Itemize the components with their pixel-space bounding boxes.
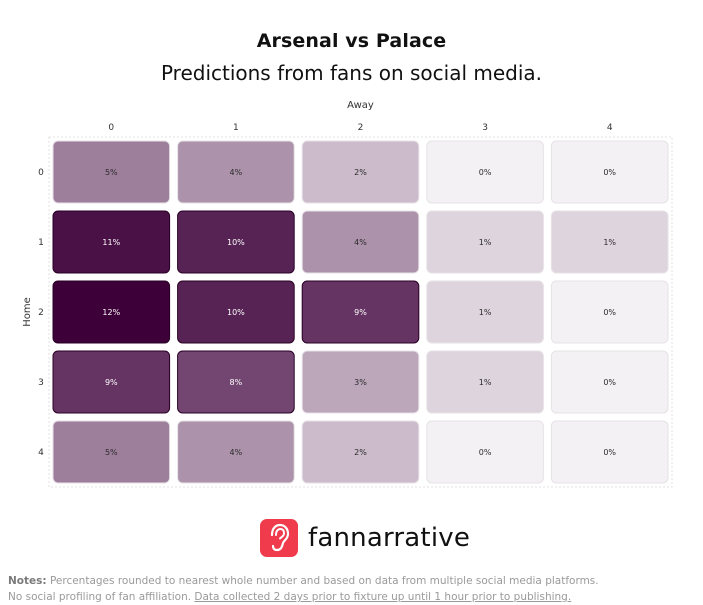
- x-tick-label: 3: [482, 123, 488, 133]
- notes-text-1: Percentages rounded to nearest whole num…: [49, 575, 599, 587]
- heatmap-cell: [52, 420, 171, 484]
- heatmap-svg: Away Home 0 1 2 3 4 0 1 2 3 4 5% 4% 2% 0% 0% 11% 10% 4% 1% 1%…: [22, 100, 673, 488]
- heatmap-cell: [52, 350, 171, 414]
- footnotes: Notes: Percentages rounded to nearest wh…: [8, 573, 599, 605]
- heatmap-cell-label: 11%: [102, 238, 120, 247]
- x-tick-label: 4: [607, 123, 613, 133]
- heatmap-cell: [177, 210, 295, 274]
- notes-line-1: Notes: Percentages rounded to nearest wh…: [8, 573, 599, 589]
- heatmap-cell: [426, 210, 544, 274]
- brand-name: fannarrative: [308, 523, 471, 553]
- heatmap-chart: Away Home 0 1 2 3 4 0 1 2 3 4 5% 4% 2% 0% 0% 11% 10% 4% 1% 1%…: [22, 100, 673, 488]
- heatmap-cell: [426, 140, 544, 204]
- heatmap-cell: [550, 350, 669, 414]
- heatmap-cell: [52, 280, 171, 344]
- heatmap-cell-label: 1%: [479, 378, 492, 387]
- heatmap-cell-label: 1%: [479, 308, 492, 317]
- heatmap-cell: [52, 140, 171, 204]
- heatmap-cell: [301, 350, 420, 414]
- heatmap-cell-label: 1%: [603, 238, 616, 247]
- heatmap-cell: [301, 280, 420, 344]
- heatmap-cell-label: 9%: [105, 378, 118, 387]
- heatmap-cell: [426, 350, 544, 414]
- y-tick-label: 2: [38, 308, 44, 318]
- heatmap-cell-label: 2%: [354, 448, 367, 457]
- y-tick-label: 1: [38, 238, 44, 248]
- y-axis-title: Home: [22, 297, 33, 327]
- heatmap-cell: [52, 210, 171, 274]
- heatmap-cell-label: 4%: [230, 448, 243, 457]
- heatmap-cell-label: 4%: [230, 168, 243, 177]
- heatmap-cell-label: 8%: [230, 378, 243, 387]
- heatmap-cell: [550, 140, 669, 204]
- y-tick-label: 3: [38, 378, 44, 388]
- heatmap-cell-label: 12%: [102, 308, 120, 317]
- heatmap-cell: [177, 350, 295, 414]
- y-tick-label: 0: [38, 168, 44, 178]
- brand-logo: fannarrative: [260, 518, 470, 558]
- heatmap-cell-label: 0%: [479, 448, 492, 457]
- heatmap-cell-label: 4%: [354, 238, 367, 247]
- heatmap-cell-label: 1%: [479, 238, 492, 247]
- x-tick-label: 1: [233, 123, 239, 133]
- heatmap-cell-label: 0%: [479, 168, 492, 177]
- heatmap-cell-label: 3%: [354, 378, 367, 387]
- heatmap-cell-label: 0%: [603, 378, 616, 387]
- heatmap-cell: [426, 420, 544, 484]
- heatmap-cell: [301, 140, 420, 204]
- heatmap-cell: [550, 280, 669, 344]
- ear-icon: [260, 519, 298, 557]
- heatmap-cell-label: 5%: [105, 448, 118, 457]
- notes-link[interactable]: Data collected 2 days prior to fixture u…: [194, 591, 572, 603]
- heatmap-cell-label: 5%: [105, 168, 118, 177]
- notes-label: Notes:: [8, 575, 47, 587]
- notes-line-2: No social profiling of fan affiliation. …: [8, 589, 599, 605]
- heatmap-cell: [301, 420, 420, 484]
- chart-title: Arsenal vs Palace: [256, 30, 447, 52]
- heatmap-cell: [426, 280, 544, 344]
- x-axis-title: Away: [347, 100, 374, 111]
- heatmap-cell: [177, 420, 295, 484]
- heatmap-cell: [177, 280, 295, 344]
- y-tick-label: 4: [38, 448, 44, 458]
- heatmap-cell-label: 2%: [354, 168, 367, 177]
- heatmap-cell-label: 10%: [227, 238, 245, 247]
- heatmap-grid: [48, 136, 673, 488]
- heatmap-cell: [177, 140, 295, 204]
- heatmap-cell: [301, 210, 420, 274]
- heatmap-cell: [550, 210, 669, 274]
- heatmap-cell-label: 0%: [603, 308, 616, 317]
- x-tick-label: 0: [108, 123, 114, 133]
- heatmap-cell-label: 10%: [227, 308, 245, 317]
- notes-text-2: No social profiling of fan affiliation.: [8, 591, 192, 603]
- chart-subtitle: Predictions from fans on social media.: [160, 61, 543, 85]
- heatmap-cell-label: 9%: [354, 308, 367, 317]
- heatmap-cell-label: 0%: [603, 448, 616, 457]
- heatmap-cell: [550, 420, 669, 484]
- x-tick-label: 2: [358, 123, 364, 133]
- heatmap-cell-label: 0%: [603, 168, 616, 177]
